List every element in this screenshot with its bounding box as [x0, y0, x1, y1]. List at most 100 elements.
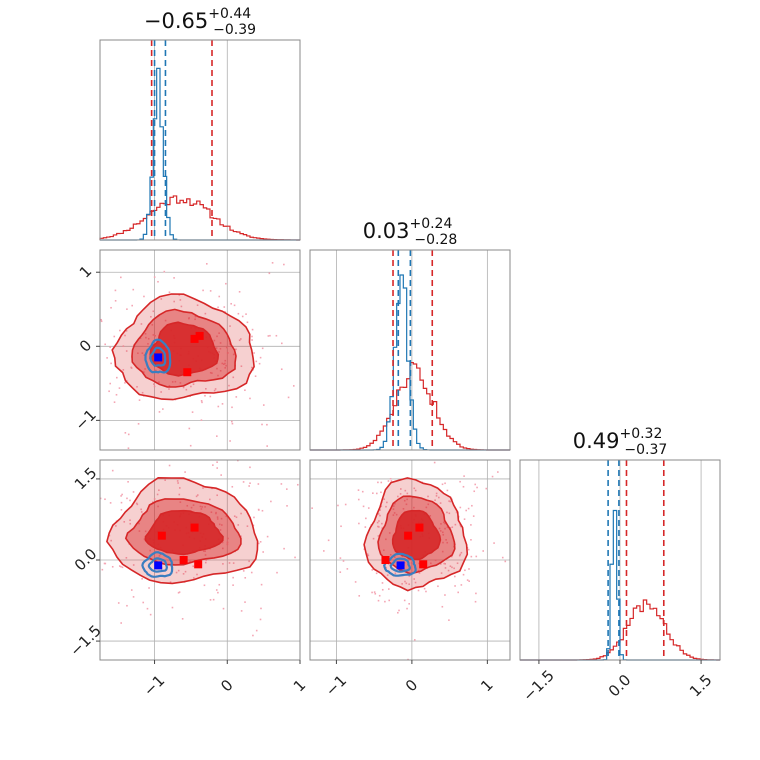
red-contour-0 — [144, 509, 224, 556]
scatter-point — [387, 480, 390, 482]
scatter-point — [212, 598, 215, 601]
scatter-point — [127, 481, 129, 483]
scatter-point — [283, 263, 285, 266]
scatter-point — [311, 507, 313, 509]
scatter-point — [451, 566, 453, 569]
red-marker-1 — [404, 531, 413, 540]
scatter-point — [465, 509, 467, 512]
scatter-point — [462, 485, 465, 488]
scatter-point — [232, 353, 235, 356]
scatter-point — [110, 306, 112, 309]
scatter-point — [403, 599, 406, 602]
panel-frame-2-1 — [309, 459, 511, 661]
scatter-point — [124, 334, 126, 337]
scatter-point — [141, 577, 143, 580]
scatter-point — [249, 466, 251, 469]
scatter-point — [417, 589, 420, 592]
scatter-point — [380, 481, 383, 484]
scatter-point — [388, 588, 390, 590]
scatter-point — [157, 505, 159, 508]
scatter-point — [200, 419, 203, 421]
blue-contour-1 — [383, 552, 417, 577]
scatter-point — [140, 323, 143, 325]
scatter-point — [448, 512, 451, 515]
scatter-point — [113, 401, 116, 403]
scatter-point — [340, 525, 342, 528]
scatter-point — [339, 557, 342, 559]
scatter-point — [240, 535, 242, 538]
scatter-point — [414, 489, 417, 492]
scatter-point — [440, 523, 442, 525]
scatter-point — [108, 534, 111, 537]
blue-contour-1 — [141, 551, 174, 578]
scatter-point — [372, 537, 375, 540]
scatter-point — [235, 396, 238, 398]
scatter-point — [346, 568, 349, 570]
scatter-point — [209, 395, 212, 398]
scatter-point — [222, 607, 225, 610]
scatter-point — [57, 597, 59, 599]
scatter-point — [160, 391, 162, 393]
scatter-point — [181, 618, 184, 620]
scatter-point — [218, 523, 221, 526]
scatter-point — [394, 502, 396, 505]
scatter-point — [441, 550, 444, 553]
scatter-point — [261, 509, 264, 512]
scatter-point — [468, 580, 470, 583]
scatter-point — [151, 324, 154, 326]
scatter-point — [251, 339, 253, 341]
scatter-point — [192, 504, 195, 506]
scatter-point — [329, 365, 331, 367]
scatter-point — [232, 376, 235, 379]
scatter-point — [121, 493, 123, 496]
scatter-point — [174, 380, 177, 383]
scatter-point — [138, 399, 141, 401]
scatter-point — [178, 294, 181, 296]
scatter-point — [254, 375, 257, 378]
scatter-point — [239, 338, 242, 340]
panel-frame-0-0 — [99, 39, 301, 241]
scatter-point — [221, 403, 224, 405]
scatter-point — [88, 610, 90, 612]
scatter-point — [232, 584, 234, 586]
scatter-point — [215, 512, 217, 515]
scatter-point — [29, 496, 31, 498]
scatter-point — [98, 362, 100, 364]
scatter-point — [225, 282, 227, 285]
scatter-point — [10, 551, 12, 553]
scatter-point — [74, 333, 76, 335]
scatter-point — [405, 503, 408, 506]
scatter-point — [205, 559, 208, 562]
scatter-point — [447, 569, 450, 572]
scatter-point — [457, 591, 459, 594]
scatter-point — [449, 500, 452, 503]
scatter-point — [470, 538, 472, 541]
scatter-point — [413, 578, 416, 580]
panel-frame-1-1 — [309, 249, 511, 451]
scatter-point — [377, 525, 379, 528]
scatter-point — [41, 363, 43, 365]
scatter-point — [374, 592, 377, 595]
scatter-point — [178, 493, 181, 496]
scatter-point — [191, 411, 194, 413]
scatter-point — [210, 511, 213, 514]
scatter-point — [408, 575, 411, 577]
scatter-point — [73, 512, 75, 514]
scatter-point — [168, 464, 171, 467]
scatter-point — [401, 583, 403, 585]
scatter-point — [42, 555, 44, 557]
scatter-point — [438, 527, 441, 530]
scatter-point — [280, 342, 283, 345]
scatter-point — [413, 639, 416, 641]
red-marker-1 — [195, 331, 204, 340]
scatter-point — [125, 350, 128, 352]
scatter-point — [418, 562, 420, 565]
scatter-point — [504, 560, 507, 563]
x-tick-label: 0.0 — [605, 671, 635, 701]
scatter-point — [446, 541, 449, 544]
scatter-point — [400, 488, 402, 490]
scatter-point — [381, 522, 383, 525]
scatter-point — [459, 553, 462, 556]
scatter-point — [257, 483, 260, 485]
scatter-point — [249, 397, 251, 400]
